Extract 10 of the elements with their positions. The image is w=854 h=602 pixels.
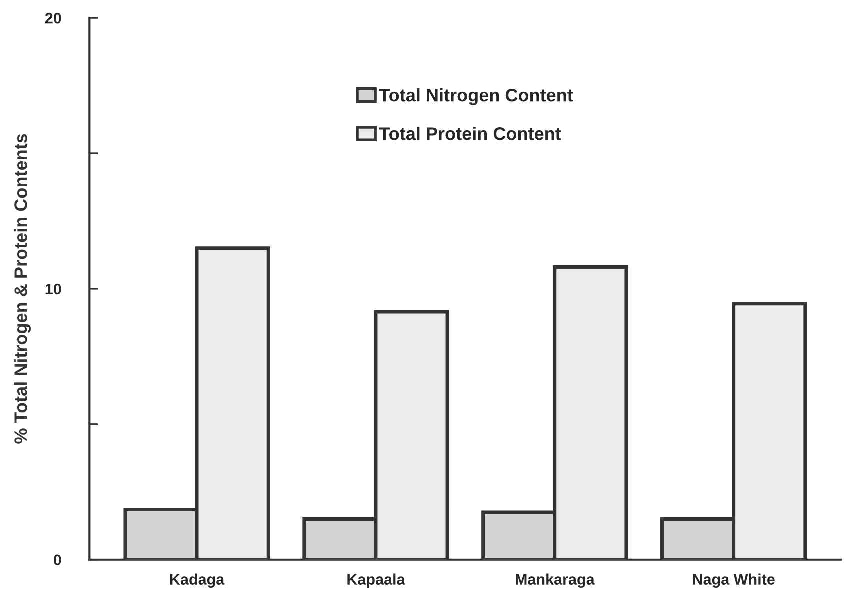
legend-label: Total Nitrogen Content: [379, 88, 574, 106]
x-tick-label: Naga White: [693, 574, 775, 588]
x-tick-label: Kadaga: [170, 574, 225, 588]
x-tick-label: Mankaraga: [516, 574, 595, 588]
y-axis-title: % Total Nitrogen & Protein Contents: [14, 134, 32, 444]
y-tick-label: 0: [54, 554, 62, 566]
x-tick-label: Kapaala: [348, 574, 406, 588]
legend-label: Total Protein Content: [379, 127, 562, 140]
y-tick-label: 10: [46, 284, 62, 295]
y-tick-label: 20: [45, 12, 62, 24]
